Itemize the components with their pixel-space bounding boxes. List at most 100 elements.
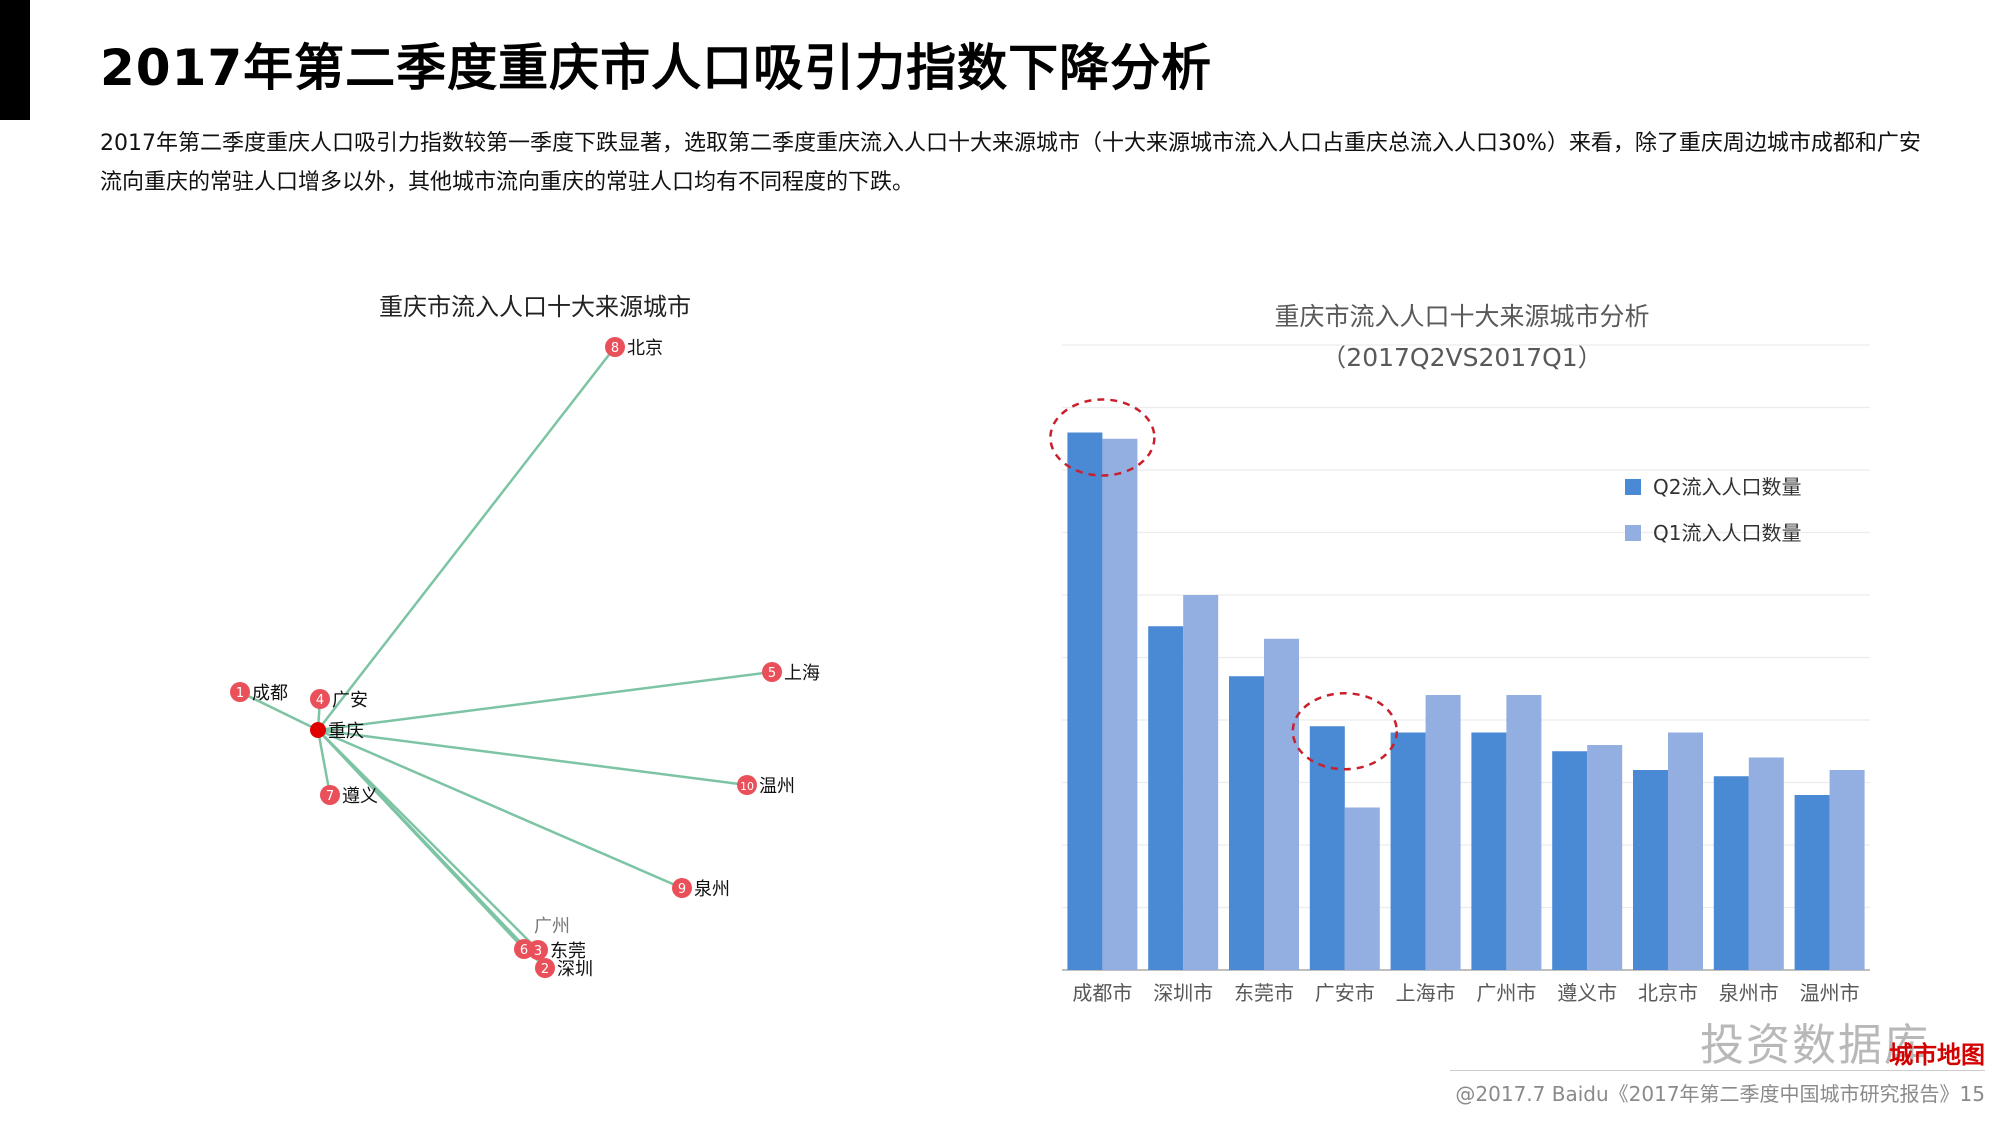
city-label: 广州 bbox=[534, 916, 570, 937]
bar-q1-8 bbox=[1748, 757, 1784, 970]
x-tick-label: 深圳市 bbox=[1153, 981, 1213, 1005]
rank-label: 8 bbox=[611, 341, 619, 356]
rank-marker bbox=[535, 958, 555, 978]
x-tick-label: 温州市 bbox=[1800, 981, 1860, 1005]
x-tick-label: 上海市 bbox=[1396, 981, 1456, 1005]
rank-marker bbox=[737, 775, 757, 795]
city-label: 泉州 bbox=[694, 879, 730, 900]
x-tick-label: 遵义市 bbox=[1557, 981, 1617, 1005]
bar-q2-7 bbox=[1633, 770, 1668, 970]
chart-title: 重庆市流入人口十大来源城市分析 bbox=[1274, 302, 1649, 331]
rank-marker bbox=[672, 878, 692, 898]
bar-q1-7 bbox=[1668, 732, 1703, 970]
city-label: 深圳 bbox=[557, 959, 593, 980]
x-tick-label: 广安市 bbox=[1315, 981, 1375, 1005]
rank-marker bbox=[230, 682, 250, 702]
x-tick-label: 东莞市 bbox=[1234, 981, 1294, 1005]
x-tick-label: 广州市 bbox=[1476, 981, 1536, 1005]
edge-8 bbox=[317, 346, 616, 731]
bar-q2-3 bbox=[1309, 726, 1345, 970]
x-tick-label: 成都市 bbox=[1072, 981, 1132, 1005]
bar-q1-0 bbox=[1102, 438, 1138, 970]
network-nodes: 1 成都 2 深圳 3 东莞 4 广安 5 上海 6 广州 7 遵义 8 北京 9 泉州 10 温州 重庆 bbox=[230, 337, 820, 980]
bar-q1-6 bbox=[1587, 745, 1623, 970]
edge-6 bbox=[317, 729, 525, 950]
city-node-5: 5 上海 bbox=[762, 662, 820, 684]
city-node-7: 7 遵义 bbox=[320, 785, 378, 807]
legend-swatch bbox=[1625, 479, 1641, 495]
chart-subtitle: （2017Q2VS2017Q1） bbox=[1321, 343, 1602, 372]
rank-label: 7 bbox=[326, 789, 334, 804]
bar-chart: 重庆市流入人口十大来源城市分析 （2017Q2VS2017Q1） 成都市 深圳市东… bbox=[1049, 302, 1870, 1005]
city-label: 北京 bbox=[627, 338, 663, 359]
city-node-10: 10 温州 bbox=[737, 775, 795, 797]
intro-paragraph: 2017年第二季度重庆人口吸引力指数较第一季度下跌显著，选取第二季度重庆流入人口… bbox=[100, 131, 1921, 195]
watermark-logo-text: 城市地图 bbox=[1889, 1041, 1985, 1069]
watermark: 投资数据库 城市地图 bbox=[1640, 1005, 1990, 1075]
center-label: 重庆 bbox=[328, 721, 364, 742]
network-edges bbox=[239, 346, 773, 969]
rank-label: 1 bbox=[236, 686, 244, 701]
rank-marker bbox=[514, 939, 534, 959]
network-title: 重庆市流入人口十大来源城市 bbox=[379, 293, 691, 321]
city-label: 上海 bbox=[784, 663, 820, 684]
city-label: 成都 bbox=[252, 683, 288, 704]
bar-q2-8 bbox=[1713, 776, 1749, 970]
x-tick-label: 北京市 bbox=[1638, 981, 1698, 1005]
rank-marker bbox=[310, 689, 330, 709]
rank-label: 9 bbox=[678, 882, 686, 897]
rank-label: 6 bbox=[520, 943, 528, 958]
rank-marker bbox=[605, 337, 625, 357]
highlight-circles bbox=[1049, 398, 1399, 771]
page-title: 2017年第二季度重庆市人口吸引力指数下降分析 bbox=[100, 39, 1213, 97]
rank-label: 4 bbox=[316, 693, 324, 708]
bar-q1-1 bbox=[1183, 595, 1219, 970]
bar-q2-5 bbox=[1471, 732, 1507, 970]
highlight-circle bbox=[1049, 398, 1156, 477]
rank-marker bbox=[762, 662, 782, 682]
footer-source: @2017.7 Baidu《2017年第二季度中国城市研究报告》15 bbox=[1455, 1082, 1985, 1106]
rank-label: 3 bbox=[534, 944, 542, 959]
side-accent-bar bbox=[0, 0, 30, 120]
city-node-6: 6 广州 bbox=[514, 916, 570, 959]
bar-q1-4 bbox=[1425, 695, 1461, 970]
legend-label: Q1流入人口数量 bbox=[1653, 521, 1801, 545]
city-node-1: 1 成都 bbox=[230, 682, 288, 704]
bar-q1-5 bbox=[1506, 695, 1542, 970]
bar-q2-0 bbox=[1067, 432, 1103, 970]
city-label: 东莞 bbox=[550, 941, 586, 962]
city-node-3: 3 东莞 bbox=[528, 940, 586, 962]
rank-label: 2 bbox=[541, 962, 549, 977]
chart-bars bbox=[1067, 432, 1865, 970]
bar-q2-6 bbox=[1552, 751, 1588, 970]
chart-legend: Q2流入人口数量 Q1流入人口数量 bbox=[1625, 475, 1801, 545]
network-chart: 重庆市流入人口十大来源城市 1 成都 2 深圳 3 东莞 4 广安 5 上海 6 广州 7 遵义 8 北京 9 泉… bbox=[230, 293, 820, 980]
edge-10 bbox=[317, 728, 748, 787]
edge-3 bbox=[317, 729, 539, 951]
bar-q1-3 bbox=[1344, 807, 1380, 970]
city-label: 广安 bbox=[332, 690, 368, 711]
rank-marker bbox=[320, 785, 340, 805]
bar-q1-2 bbox=[1264, 638, 1299, 970]
footer-divider bbox=[1450, 1070, 1985, 1071]
watermark-logo: 城市地图 bbox=[1840, 1035, 1985, 1069]
bar-q2-1 bbox=[1148, 626, 1184, 970]
x-axis-labels: 成都市 深圳市 东莞市 广安市 上海市 广州市 遵义市 北京市 泉州市 温州市 bbox=[1072, 981, 1859, 1005]
bar-q2-2 bbox=[1229, 676, 1264, 970]
city-node-4: 4 广安 bbox=[310, 689, 368, 711]
edge-9 bbox=[317, 728, 683, 890]
bar-q1-9 bbox=[1829, 770, 1865, 970]
x-tick-label: 泉州市 bbox=[1719, 981, 1779, 1005]
legend-label: Q2流入人口数量 bbox=[1653, 475, 1801, 499]
rank-label: 10 bbox=[740, 780, 754, 793]
rank-label: 5 bbox=[768, 666, 776, 681]
city-node-8: 8 北京 bbox=[605, 337, 663, 359]
center-marker bbox=[310, 722, 326, 738]
edge-5 bbox=[317, 670, 773, 732]
city-label: 遵义 bbox=[342, 786, 378, 807]
watermark-text: 投资数据库 bbox=[1700, 1020, 1930, 1071]
city-node-2: 2 深圳 bbox=[535, 958, 593, 980]
center-node: 重庆 bbox=[310, 721, 364, 742]
legend-swatch bbox=[1625, 525, 1641, 541]
bar-q2-9 bbox=[1794, 795, 1830, 970]
